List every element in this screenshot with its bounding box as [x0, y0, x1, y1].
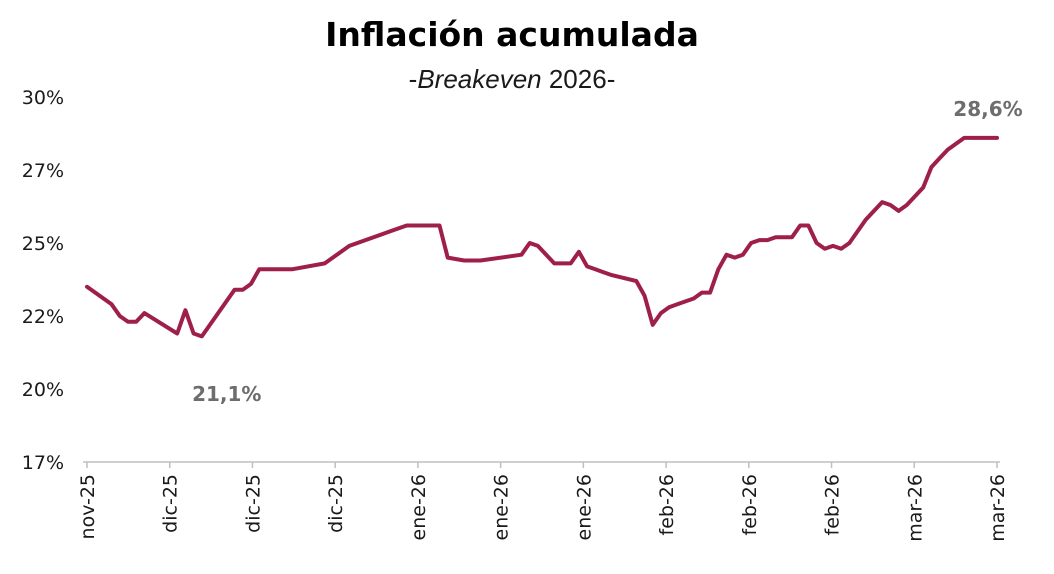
x-tick-label: dic-25	[325, 474, 347, 533]
subtitle-rest: 2026-	[542, 64, 616, 94]
x-tick-label: mar-26	[904, 474, 926, 542]
y-tick-label: 17%	[22, 452, 64, 474]
x-tick-label: mar-26	[987, 474, 1009, 542]
y-tick-label: 22%	[22, 306, 64, 328]
data-label: 21,1%	[192, 382, 261, 406]
x-tick-label: feb-26	[822, 474, 844, 535]
x-tick-label: ene-26	[491, 474, 513, 540]
y-axis-ticks: 30% 27% 25% 22% 20% 17%	[22, 87, 64, 474]
y-tick-label: 25%	[22, 233, 64, 255]
x-tick-label: ene-26	[573, 474, 595, 540]
series-line	[85, 135, 999, 339]
x-tick-label: feb-26	[656, 474, 678, 535]
subtitle-prefix: -	[409, 64, 418, 94]
subtitle-italic: Breakeven	[417, 64, 541, 94]
x-axis-ticks: nov-25 dic-25 dic-25 dic-25 ene-26 ene-26 ene-…	[77, 462, 1009, 542]
x-tick-label: feb-26	[739, 474, 761, 535]
data-label: 28,6%	[953, 97, 1022, 121]
annotations: 21,1% 28,6%	[192, 97, 1023, 406]
y-tick-label: 20%	[22, 379, 64, 401]
y-tick-label: 30%	[22, 87, 64, 109]
x-tick-label: ene-26	[408, 474, 430, 540]
y-tick-label: 27%	[22, 160, 64, 182]
chart-title: Inflación acumulada	[325, 15, 699, 54]
series-layer	[85, 135, 999, 339]
x-tick-label: nov-25	[77, 474, 99, 539]
x-tick-label: dic-25	[242, 474, 264, 533]
chart-subtitle: -Breakeven 2026-	[409, 64, 616, 94]
x-tick-label: dic-25	[160, 474, 182, 533]
